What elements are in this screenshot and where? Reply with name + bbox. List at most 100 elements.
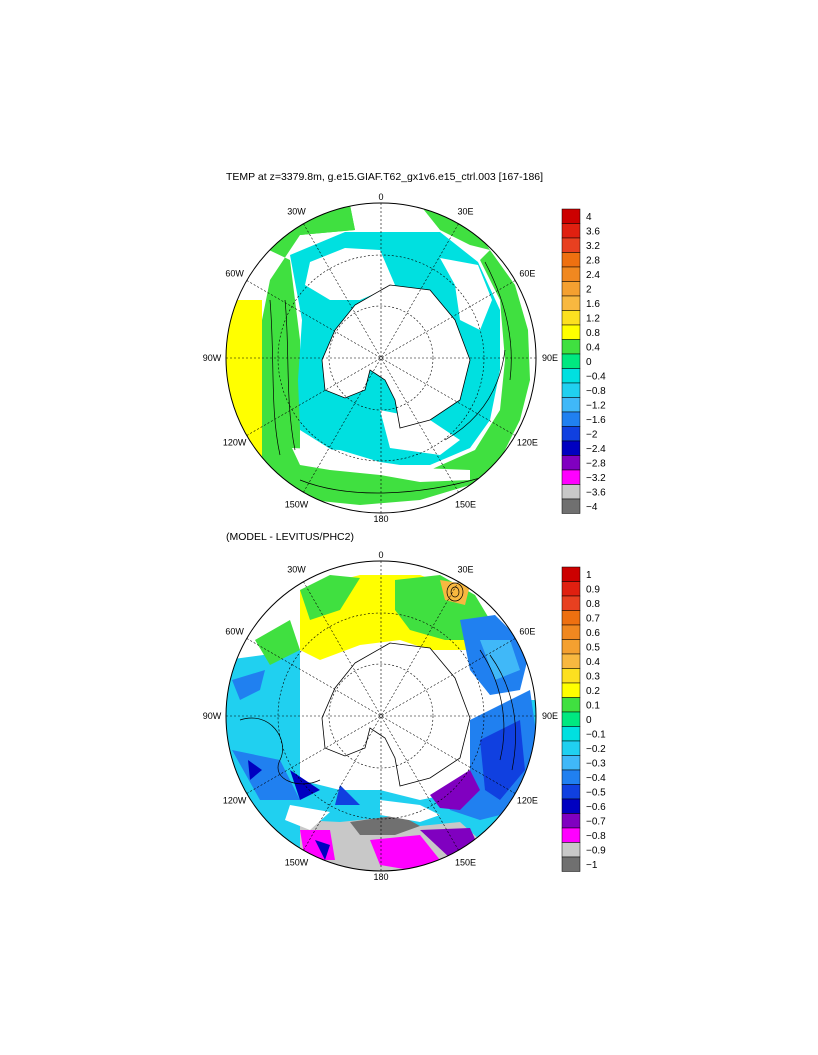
colorbar-top-label-17: −2.8 (586, 458, 606, 469)
colorbar-bottom-swatch-15 (561, 784, 581, 800)
colorbar-top-swatch-7 (561, 310, 581, 326)
colorbar-top-label-10: 0 (586, 357, 592, 368)
lon-label-bottom-1: 30E (457, 565, 473, 575)
colorbar-bottom-label-8: 0.2 (586, 686, 600, 697)
lon-label-top-5: 150E (455, 499, 476, 509)
colorbar-top-swatch-18 (561, 469, 581, 485)
colorbar-bottom-swatch-2 (561, 595, 581, 611)
colorbar-top-swatch-15 (561, 426, 581, 442)
lon-label-top-0: 0 (378, 192, 383, 202)
lon-label-bottom-3: 90E (542, 711, 558, 721)
lon-label-bottom-9: 90W (203, 711, 222, 721)
colorbar-top-label-5: 2 (586, 284, 592, 295)
lon-label-bottom-6: 180 (373, 872, 388, 882)
colorbar-bottom-swatch-8 (561, 682, 581, 698)
colorbar-bottom-swatch-19 (561, 842, 581, 858)
colorbar-top-label-9: 0.4 (586, 342, 600, 353)
colorbar-top-label-11: −0.4 (586, 371, 606, 382)
colorbar-top-label-14: −1.6 (586, 415, 606, 426)
colorbar-top-label-20: −4 (586, 502, 598, 513)
colorbar-bottom-label-7: 0.3 (586, 671, 600, 682)
colorbar-bottom-swatch-4 (561, 624, 581, 640)
lon-label-top-4: 120E (517, 438, 538, 448)
lon-label-bottom-2: 60E (519, 627, 535, 637)
colorbar-top-label-8: 0.8 (586, 328, 600, 339)
grid-top (226, 203, 536, 513)
colorbar-bottom-label-4: 0.6 (586, 628, 600, 639)
colorbar-top-label-16: −2.4 (586, 444, 606, 455)
map-bottom (226, 561, 536, 871)
colorbar-bottom-swatch-0 (561, 566, 581, 582)
colorbar-bottom-swatch-20 (561, 856, 581, 872)
colorbar-top-swatch-14 (561, 411, 581, 427)
colorbar-bottom-label-6: 0.4 (586, 657, 600, 668)
map-top (226, 203, 536, 513)
colorbar-bottom-label-18: −0.8 (586, 831, 606, 842)
colorbar-bottom-swatch-6 (561, 653, 581, 669)
colorbar-bottom-swatch-3 (561, 610, 581, 626)
lon-label-bottom-4: 120E (517, 796, 538, 806)
colorbar-top-label-6: 1.6 (586, 299, 600, 310)
colorbar-top-swatch-11 (561, 368, 581, 384)
colorbar-top-label-4: 2.4 (586, 270, 600, 281)
colorbar-bottom-swatch-7 (561, 668, 581, 684)
colorbar-top-swatch-17 (561, 455, 581, 471)
colorbar-top-label-2: 3.2 (586, 241, 600, 252)
colorbar-top-label-3: 2.8 (586, 255, 600, 266)
colorbar-bottom-swatch-5 (561, 639, 581, 655)
colorbar-bottom-swatch-18 (561, 827, 581, 843)
colorbar-bottom-label-15: −0.5 (586, 787, 606, 798)
colorbar-bottom-swatch-14 (561, 769, 581, 785)
colorbar-bottom-label-14: −0.4 (586, 773, 606, 784)
colorbar-top-label-0: 4 (586, 212, 592, 223)
colorbar-bottom-swatch-16 (561, 798, 581, 814)
colorbar-bottom-label-10: 0 (586, 715, 592, 726)
colorbar-bottom-label-1: 0.9 (586, 584, 600, 595)
colorbar-top-swatch-12 (561, 382, 581, 398)
colorbar-top-swatch-6 (561, 295, 581, 311)
colorbar-top-swatch-5 (561, 281, 581, 297)
panel-title-top: TEMP at z=3379.8m, g.e15.GIAF.T62_gx1v6.… (226, 171, 544, 183)
lon-label-bottom-5: 150E (455, 857, 476, 867)
lon-label-bottom-10: 60W (225, 627, 244, 637)
colorbar-bottom-label-11: −0.1 (586, 729, 606, 740)
colorbar-bottom-label-12: −0.2 (586, 744, 606, 755)
colorbar-top-label-1: 3.6 (586, 226, 600, 237)
colorbar-top-label-18: −3.2 (586, 473, 606, 484)
lon-label-top-1: 30E (457, 207, 473, 217)
colorbar-bottom-label-13: −0.3 (586, 758, 606, 769)
colorbar-bottom-label-0: 1 (586, 570, 592, 581)
colorbar-top-swatch-9 (561, 339, 581, 355)
lon-label-top-8: 120W (223, 438, 247, 448)
lon-label-top-6: 180 (373, 514, 388, 524)
colorbar-bottom-swatch-17 (561, 813, 581, 829)
colorbar-top-swatch-8 (561, 324, 581, 340)
colorbar-bottom-swatch-12 (561, 740, 581, 756)
colorbar-top-label-13: −1.2 (586, 400, 606, 411)
lon-label-bottom-7: 150W (285, 857, 309, 867)
colorbar-top-label-7: 1.2 (586, 313, 600, 324)
lon-label-bottom-8: 120W (223, 796, 247, 806)
lon-label-top-9: 90W (203, 353, 222, 363)
colorbar-bottom-label-5: 0.5 (586, 642, 600, 653)
colorbar-top-swatch-19 (561, 484, 581, 500)
colorbar-top-swatch-1 (561, 223, 581, 239)
lon-label-top-2: 60E (519, 269, 535, 279)
lon-label-top-3: 90E (542, 353, 558, 363)
colorbar-bottom-label-2: 0.8 (586, 599, 600, 610)
colorbar-bottom-label-9: 0.1 (586, 700, 600, 711)
lon-label-top-7: 150W (285, 499, 309, 509)
colorbar-bottom-label-17: −0.7 (586, 816, 606, 827)
lon-label-bottom-11: 30W (287, 565, 306, 575)
colorbar-top-swatch-0 (561, 208, 581, 224)
colorbar-top-swatch-10 (561, 353, 581, 369)
colorbar-bottom-swatch-10 (561, 711, 581, 727)
colorbar-top-swatch-4 (561, 266, 581, 282)
colorbar-top-label-19: −3.6 (586, 487, 606, 498)
colorbar-bottom-label-20: −1 (586, 860, 598, 871)
grid-bottom (226, 561, 536, 871)
colorbar-top-swatch-20 (561, 498, 581, 514)
colorbar-top-swatch-3 (561, 252, 581, 268)
lon-label-top-11: 30W (287, 207, 306, 217)
